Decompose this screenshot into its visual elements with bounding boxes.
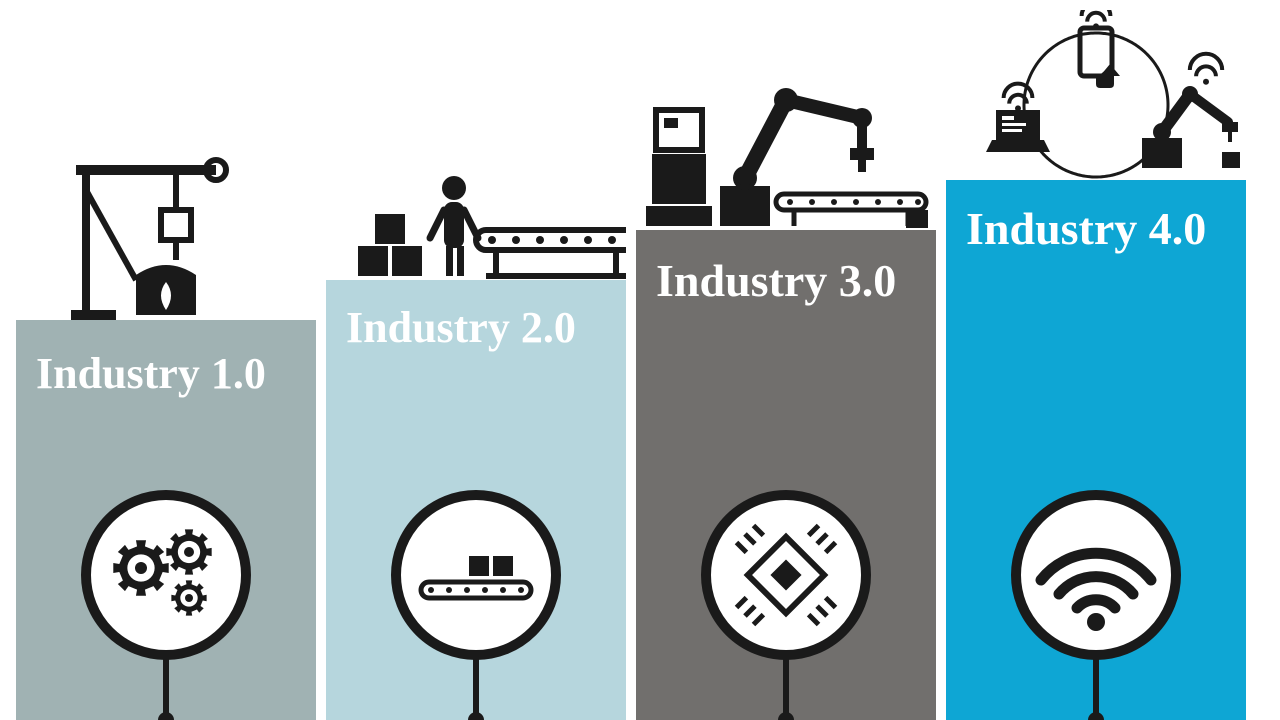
label-industry-2: Industry 2.0 [346,302,576,353]
label-industry-1: Industry 1.0 [36,348,266,399]
badge-chip-icon [697,486,875,720]
label-industry-4: Industry 4.0 [966,202,1206,255]
label-industry-3: Industry 3.0 [656,254,896,307]
robot-arm-computer-icon [636,60,936,230]
assembly-worker-icon [326,110,626,280]
badge-gears-icon [77,486,255,720]
infographic-stage: Industry 1.0 Industry 2.0 Industry 3.0 I… [0,0,1280,720]
steam-furnace-icon [16,150,316,320]
badge-wifi-icon [1007,486,1185,720]
badge-conveyor-icon [387,486,565,720]
iot-network-icon [946,10,1246,180]
